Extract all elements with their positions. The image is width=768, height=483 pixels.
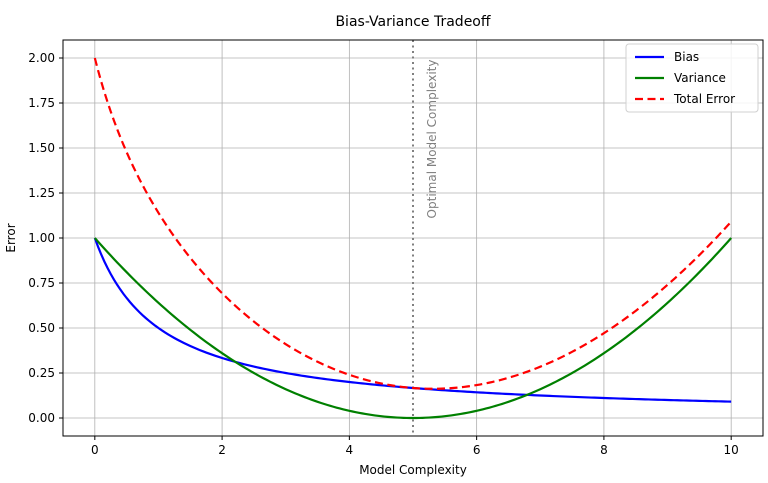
y-tick-label: 1.75 <box>28 96 55 110</box>
legend: Bias Variance Total Error <box>625 43 759 113</box>
legend-label: Variance <box>674 71 726 85</box>
y-tick-label: 1.25 <box>28 186 55 200</box>
x-tick-label: 2 <box>218 443 226 457</box>
x-tick-label: 10 <box>724 443 739 457</box>
y-tick-label: 0.00 <box>28 411 55 425</box>
chart-title: Bias-Variance Tradeoff <box>335 14 490 30</box>
x-axis-ticks: 0 2 4 6 8 10 <box>91 436 739 457</box>
x-tick-label: 6 <box>473 443 481 457</box>
y-tick-label: 2.00 <box>28 51 55 65</box>
y-tick-label: 0.25 <box>28 366 55 380</box>
y-axis-label: Error <box>4 223 18 252</box>
series-variance <box>93 237 733 420</box>
y-tick-label: 0.50 <box>28 321 55 335</box>
series-total-error <box>93 57 732 390</box>
legend-label: Total Error <box>673 92 735 106</box>
y-tick-label: 1.50 <box>28 141 55 155</box>
y-tick-label: 0.75 <box>28 276 55 290</box>
y-axis-ticks: 0.00 0.25 0.50 0.75 1.00 1.25 1.50 1.75 2.00 <box>28 51 63 425</box>
plot-lines <box>93 57 733 420</box>
y-tick-label: 1.00 <box>28 231 55 245</box>
x-tick-label: 4 <box>346 443 354 457</box>
x-tick-label: 8 <box>600 443 608 457</box>
legend-box <box>625 43 759 113</box>
x-axis-label: Model Complexity <box>359 463 467 477</box>
x-tick-label: 0 <box>91 443 99 457</box>
legend-label: Bias <box>674 50 699 64</box>
optimal-complexity-label: Optimal Model Complexity <box>425 60 439 219</box>
